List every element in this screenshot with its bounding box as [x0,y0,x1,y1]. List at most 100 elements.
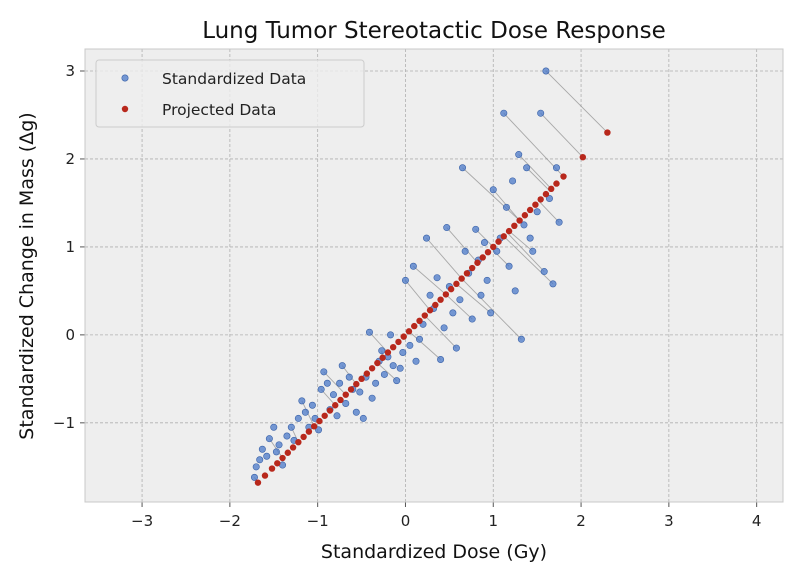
standardized-point [368,394,376,402]
projection-line [503,236,554,285]
standardized-point [336,379,344,387]
legend-label-standardized: Standardized Data [162,70,306,88]
projection-line [506,232,545,272]
standardized-point [480,239,488,247]
projected-point [579,153,587,161]
standardized-point [356,388,364,396]
projected-point [516,217,523,224]
projected-point [400,333,407,340]
standardized-point [549,280,557,288]
y-tick-label: 2 [65,150,75,168]
standardized-point [529,247,537,255]
standardized-point [537,109,545,117]
x-tick-label: 4 [752,512,762,530]
standardized-point [461,247,469,255]
standardized-point [555,218,563,226]
standardized-point [301,408,309,416]
projected-point [521,212,529,219]
standardized-point [287,423,295,431]
projection-line [413,265,447,295]
standardized-point [389,362,397,370]
projected-point [537,196,544,203]
projected-point [463,270,471,277]
standardized-point [456,296,464,304]
projected-point [284,449,292,456]
standardized-point [440,324,448,332]
standardized-point [258,445,266,453]
projection-line [446,227,478,264]
projected-point [484,248,492,256]
projected-point [604,129,611,136]
projected-point [474,259,481,266]
standardized-point [401,276,409,284]
projection-line [445,294,473,320]
projected-point [526,206,534,214]
projected-point [511,222,518,230]
standardized-point [345,373,353,381]
projection-line [424,315,457,349]
standardized-point [320,368,328,376]
projected-point [453,280,460,288]
standardized-point [265,435,273,443]
projected-point [500,233,507,240]
projected-point [389,343,397,351]
standardized-point [250,473,258,481]
projected-point [310,423,318,430]
standardized-point [443,224,451,232]
y-tick-label: 3 [65,62,75,80]
projected-point [395,338,402,346]
standardized-point [500,109,508,117]
standardized-point [252,463,260,471]
standardized-point [256,456,264,464]
projected-point [542,190,550,198]
projected-point [268,465,276,472]
standardized-point [449,309,457,317]
standardized-point [372,379,380,387]
projected-point [295,438,302,446]
projected-point [254,479,262,486]
standardized-point [315,426,323,434]
standardized-point [509,177,517,185]
projected-point [479,254,486,261]
standardized-point [545,195,553,203]
standardized-point [526,234,534,242]
standardized-point [396,364,404,372]
standardized-point [406,341,414,349]
standardized-point [263,452,271,460]
projected-point [279,454,286,462]
projection-line [538,200,560,223]
y-tick-label: −1 [53,414,75,432]
standardized-point [477,291,485,299]
projected-point [505,227,513,235]
projected-point [411,322,418,330]
projected-point [274,460,281,467]
standardized-point [338,362,346,370]
standardized-point [272,448,280,456]
y-tick-label: 0 [65,326,75,344]
projected-point [384,349,392,356]
projected-point [405,328,413,335]
projected-point [437,296,444,303]
standardized-point [380,370,388,378]
standardized-point [423,234,431,242]
projection-line [320,389,336,406]
projection-line [475,229,494,248]
projected-point [326,407,334,414]
plot-frame [84,48,784,503]
x-tick-label: 0 [401,512,411,530]
standardized-point [333,412,341,420]
standardized-point [493,247,501,255]
projected-point [416,317,423,324]
standardized-point [323,379,331,387]
projected-point [548,185,555,193]
projection-line [518,154,552,190]
standardized-point [487,309,495,317]
standardized-point [468,315,476,323]
standardized-point [283,432,291,440]
projected-point [305,428,313,435]
standardized-point [502,203,510,211]
projected-point [321,412,328,419]
standardized-point [387,331,395,339]
standardized-point [308,401,316,409]
